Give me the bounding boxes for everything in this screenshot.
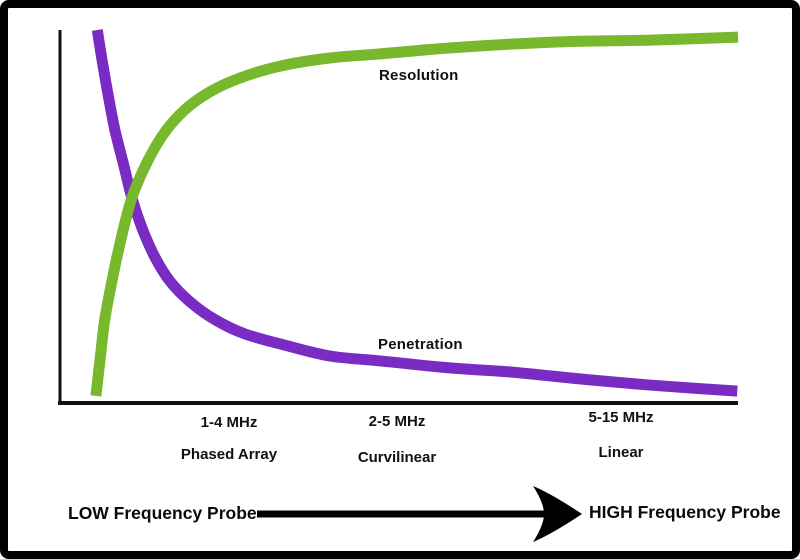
probe-label-phased-array: Phased Array [180,446,278,463]
penetration-label: Penetration [378,336,463,353]
penetration-curve [91,29,738,397]
low-frequency-label: LOW Frequency Probe [68,503,257,523]
freq-label-curvilinear: 2-5 MHz [368,413,426,430]
resolution-curve [90,31,739,397]
probe-label-curvilinear: Curvilinear [357,449,437,466]
high-frequency-label: HIGH Frequency Probe [589,502,781,522]
freq-label-linear: 5-15 MHz [588,409,654,426]
frequency-arrow-head [533,486,582,542]
probe-label-linear: Linear [598,444,644,461]
resolution-label: Resolution [379,67,459,84]
freq-label-phased-array: 1-4 MHz [200,414,258,431]
